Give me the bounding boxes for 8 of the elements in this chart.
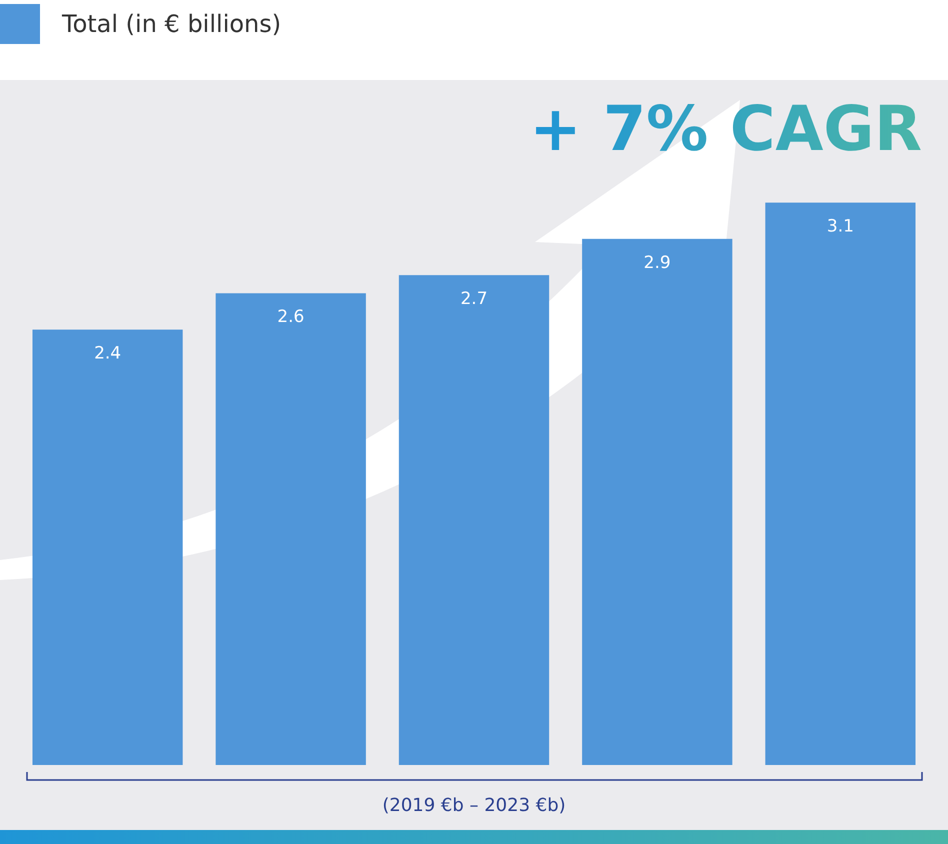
data-label: 2.6	[277, 307, 304, 328]
text: (2019 €b – 2023 €b)	[381, 795, 567, 816]
data-label: 2.4	[94, 343, 122, 364]
data-label: 2.9	[644, 252, 671, 273]
data-label: 2.7	[460, 289, 488, 310]
text: + 7% CAGR	[530, 92, 922, 165]
legend-label: Total (in € billions)	[62, 10, 282, 38]
data-label: 3.1	[826, 216, 854, 236]
